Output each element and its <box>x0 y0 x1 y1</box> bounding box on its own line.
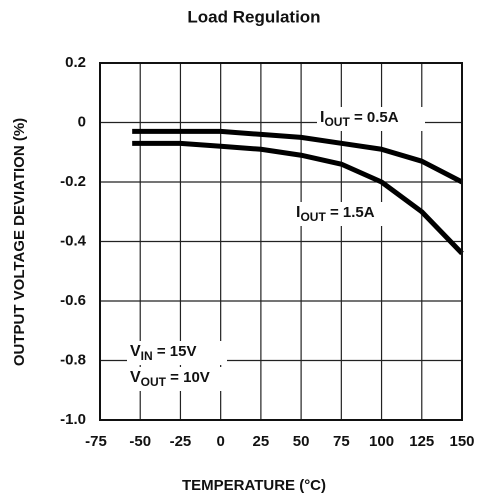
label-background <box>317 107 425 131</box>
series-line <box>132 140 464 256</box>
x-tick-label: 100 <box>369 433 394 450</box>
annotation-part: = 0.5A <box>350 109 399 126</box>
y-axis-label: OUTPUT VOLTAGE DEVIATION (%) <box>11 118 28 366</box>
y-tick-label: -0.8 <box>60 351 86 368</box>
annotation-sub: OUT <box>324 115 350 129</box>
x-tick-label: -25 <box>170 433 192 450</box>
annotation: IOUT = 0.5A <box>320 109 399 129</box>
y-tick-label: -1.0 <box>60 411 86 428</box>
label-background <box>127 341 227 365</box>
annotation: VIN = 15V <box>130 343 196 363</box>
x-tick-label: 75 <box>333 433 350 450</box>
annotation-part: = 1.5A <box>326 204 375 221</box>
annotation: VOUT = 10V <box>130 369 210 389</box>
annotation: IOUT = 1.5A <box>296 204 375 224</box>
x-tick-label: -75 <box>85 433 107 450</box>
annotation-part: = 10V <box>166 369 210 386</box>
annotation-sub: IN <box>141 349 153 363</box>
annotation-sub: OUT <box>300 210 326 224</box>
annotation-part: V <box>130 343 141 360</box>
plot-frame <box>99 62 463 421</box>
x-axis-label: TEMPERATURE (°C) <box>182 477 326 494</box>
x-tick-label: 125 <box>409 433 434 450</box>
y-tick-label: -0.6 <box>60 292 86 309</box>
chart-title: Load Regulation <box>187 7 320 26</box>
annotation-part: I <box>296 204 300 221</box>
series-line <box>132 128 464 185</box>
x-tick-label: -50 <box>129 433 151 450</box>
y-tick-label: 0.2 <box>65 54 86 71</box>
annotation-part: I <box>320 109 324 126</box>
y-tick-label: -0.2 <box>60 173 86 190</box>
label-background <box>293 202 401 226</box>
x-tick-label: 0 <box>216 433 224 450</box>
x-tick-label: 25 <box>253 433 270 450</box>
label-background <box>127 367 247 391</box>
annotation-sub: OUT <box>141 375 167 389</box>
x-tick-label: 150 <box>449 433 474 450</box>
x-tick-label: 50 <box>293 433 310 450</box>
annotation-part: V <box>130 369 141 386</box>
y-tick-label: -0.4 <box>60 232 87 249</box>
y-tick-label: 0 <box>78 113 86 130</box>
annotation-part: = 15V <box>153 343 197 360</box>
